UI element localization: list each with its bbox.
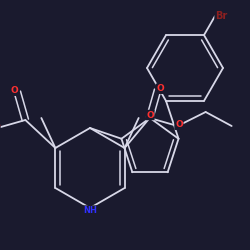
Text: Br: Br	[215, 11, 228, 21]
Text: O: O	[146, 110, 154, 120]
Text: O: O	[156, 84, 164, 93]
Text: O: O	[11, 86, 19, 95]
Text: NH: NH	[83, 206, 97, 215]
Text: O: O	[175, 120, 183, 129]
